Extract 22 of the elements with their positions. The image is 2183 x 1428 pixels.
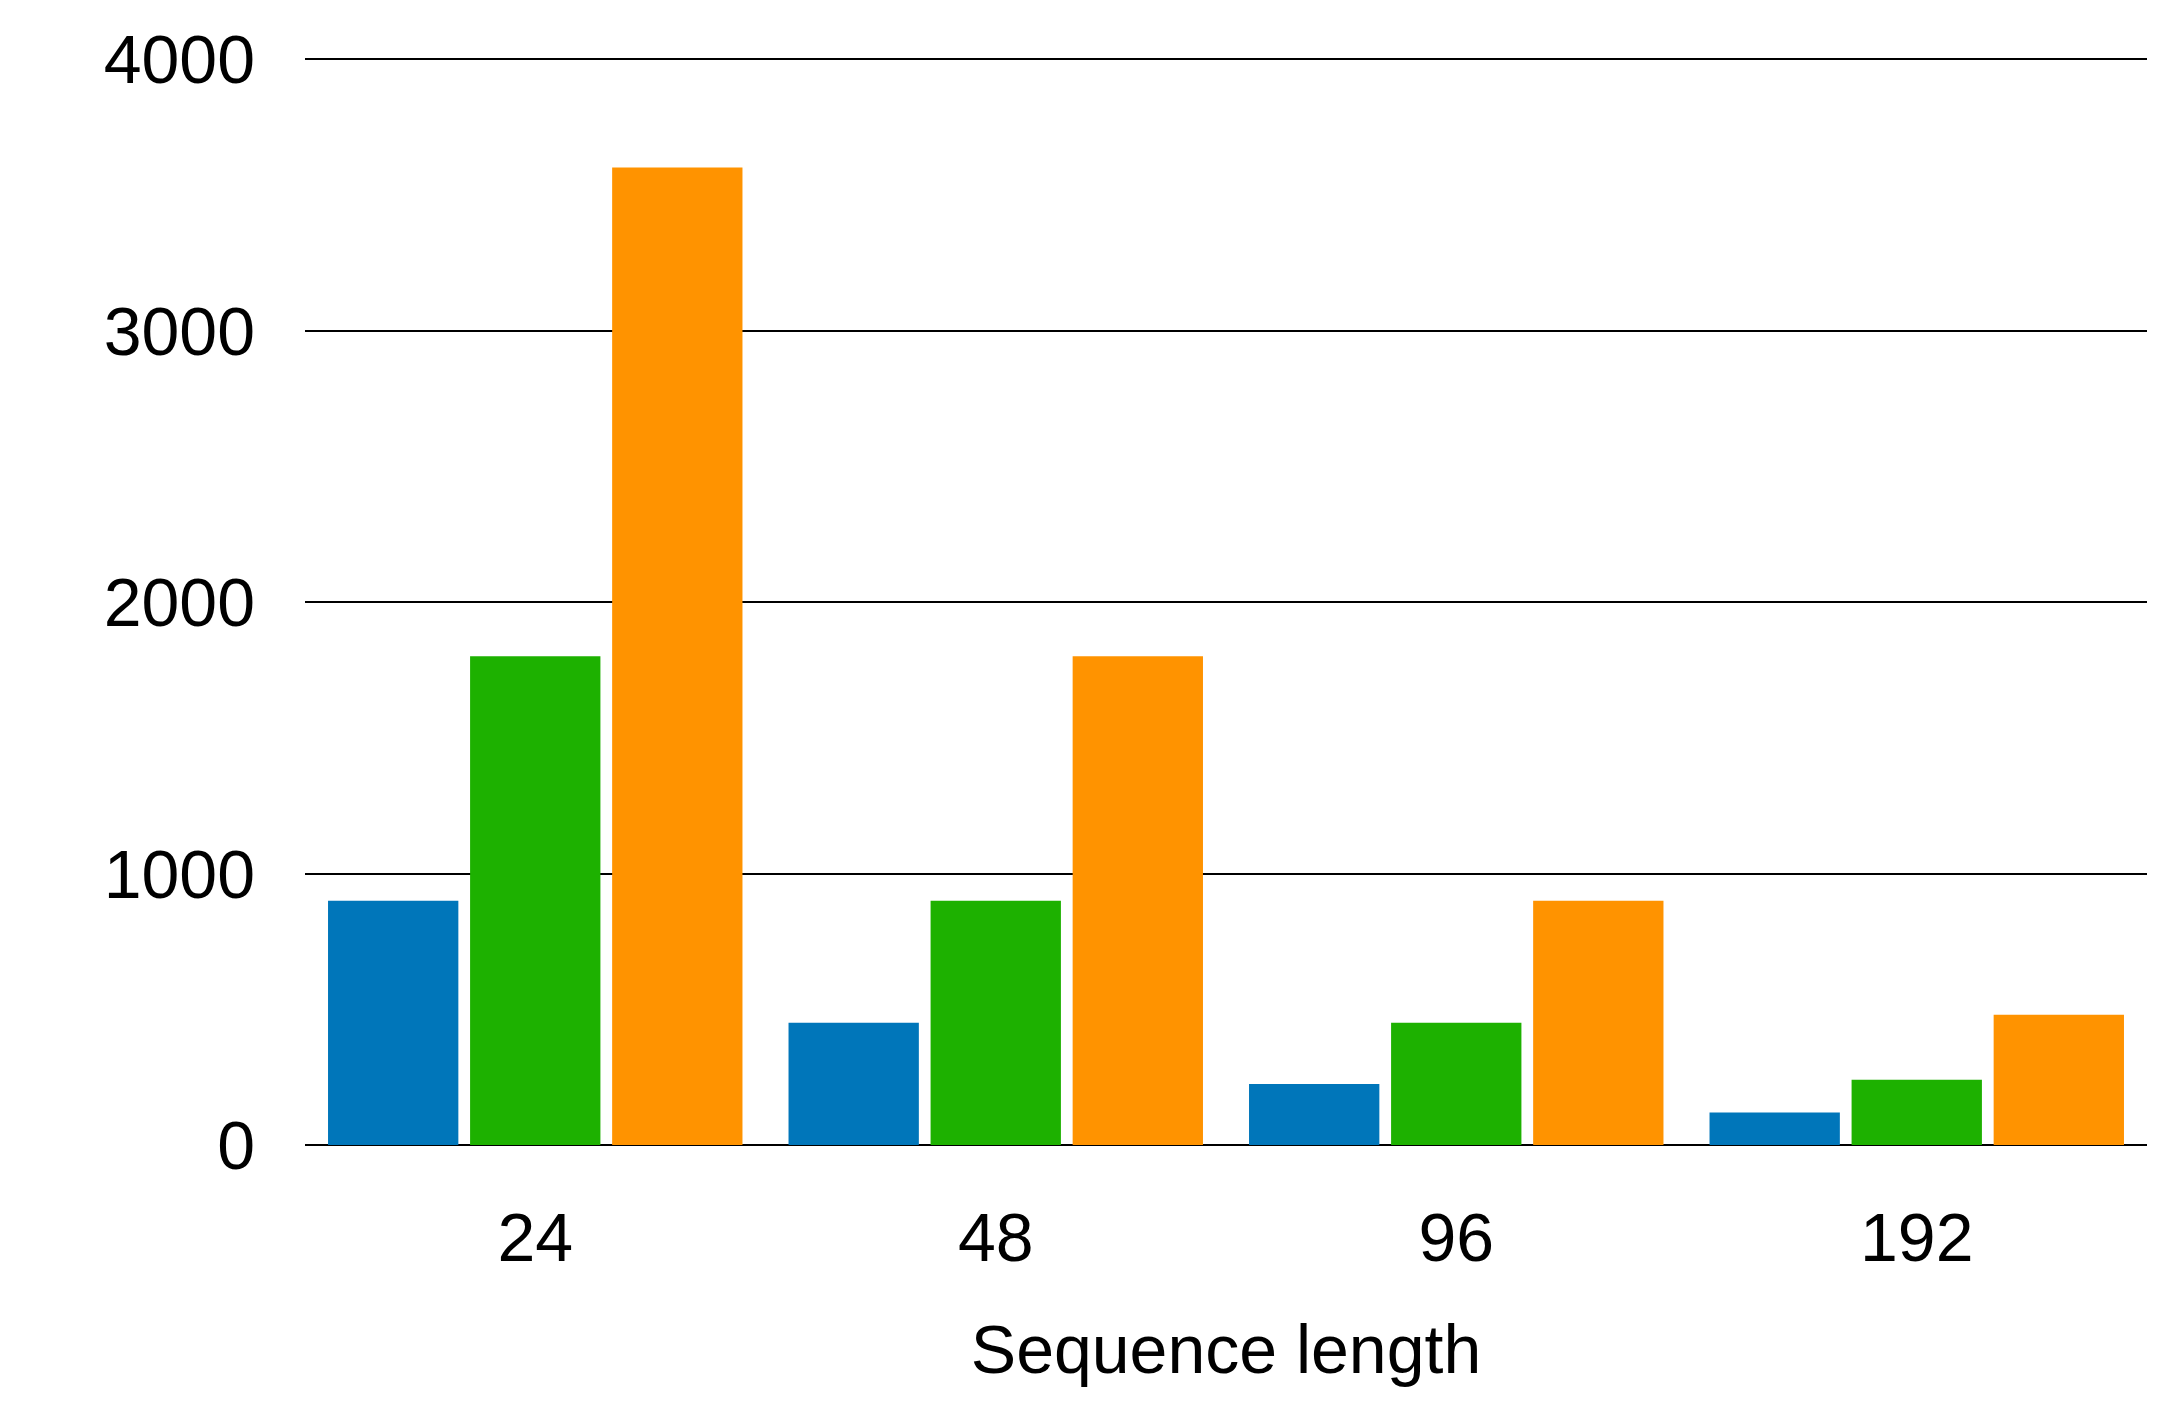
- bar: [1391, 1022, 1522, 1145]
- bar: [1533, 900, 1664, 1145]
- bar: [1851, 1079, 1982, 1145]
- bar: [1709, 1112, 1840, 1145]
- bar: [788, 1022, 919, 1145]
- y-tick-label: 3000: [103, 292, 255, 369]
- x-tick-label: 24: [497, 1199, 574, 1275]
- y-tick-label: 4000: [103, 21, 255, 97]
- x-tick-label: 96: [1418, 1199, 1495, 1275]
- bar: [1249, 1083, 1380, 1145]
- x-tick-label: 48: [957, 1199, 1034, 1275]
- y-tick-label: 0: [217, 1107, 255, 1183]
- bar: [470, 656, 601, 1145]
- bar: [930, 900, 1061, 1145]
- bar: [1993, 1014, 2124, 1145]
- x-tick-label: 192: [1860, 1199, 1974, 1275]
- y-tick-label: 2000: [103, 564, 255, 640]
- bar: [328, 900, 459, 1145]
- bar: [1072, 656, 1203, 1145]
- y-tick-label: 1000: [103, 835, 255, 912]
- bar: [612, 167, 743, 1145]
- x-axis-title: Sequence length: [970, 1311, 1482, 1387]
